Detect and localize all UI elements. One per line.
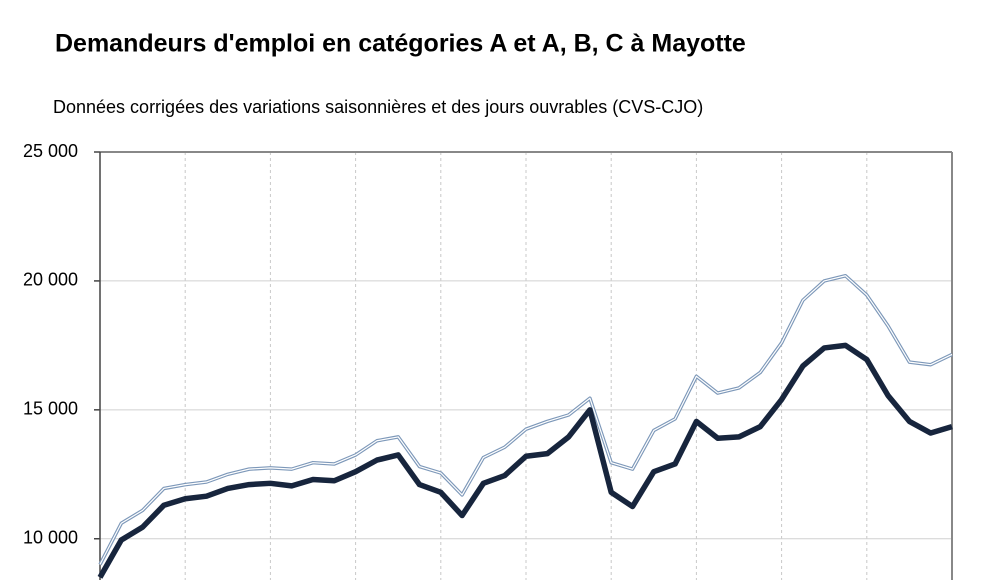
chart-subtitle: Données corrigées des variations saisonn… <box>53 97 703 117</box>
series-line <box>98 274 953 566</box>
y-tick-label: 10 000 <box>23 527 78 547</box>
series-line <box>97 342 953 579</box>
y-tick-label: 25 000 <box>23 141 78 161</box>
series-line-highlight <box>99 275 953 565</box>
y-tick-label: 15 000 <box>23 399 78 419</box>
y-tick-label: 20 000 <box>23 270 78 290</box>
chart-title: Demandeurs d'emploi en catégories A et A… <box>55 30 746 58</box>
